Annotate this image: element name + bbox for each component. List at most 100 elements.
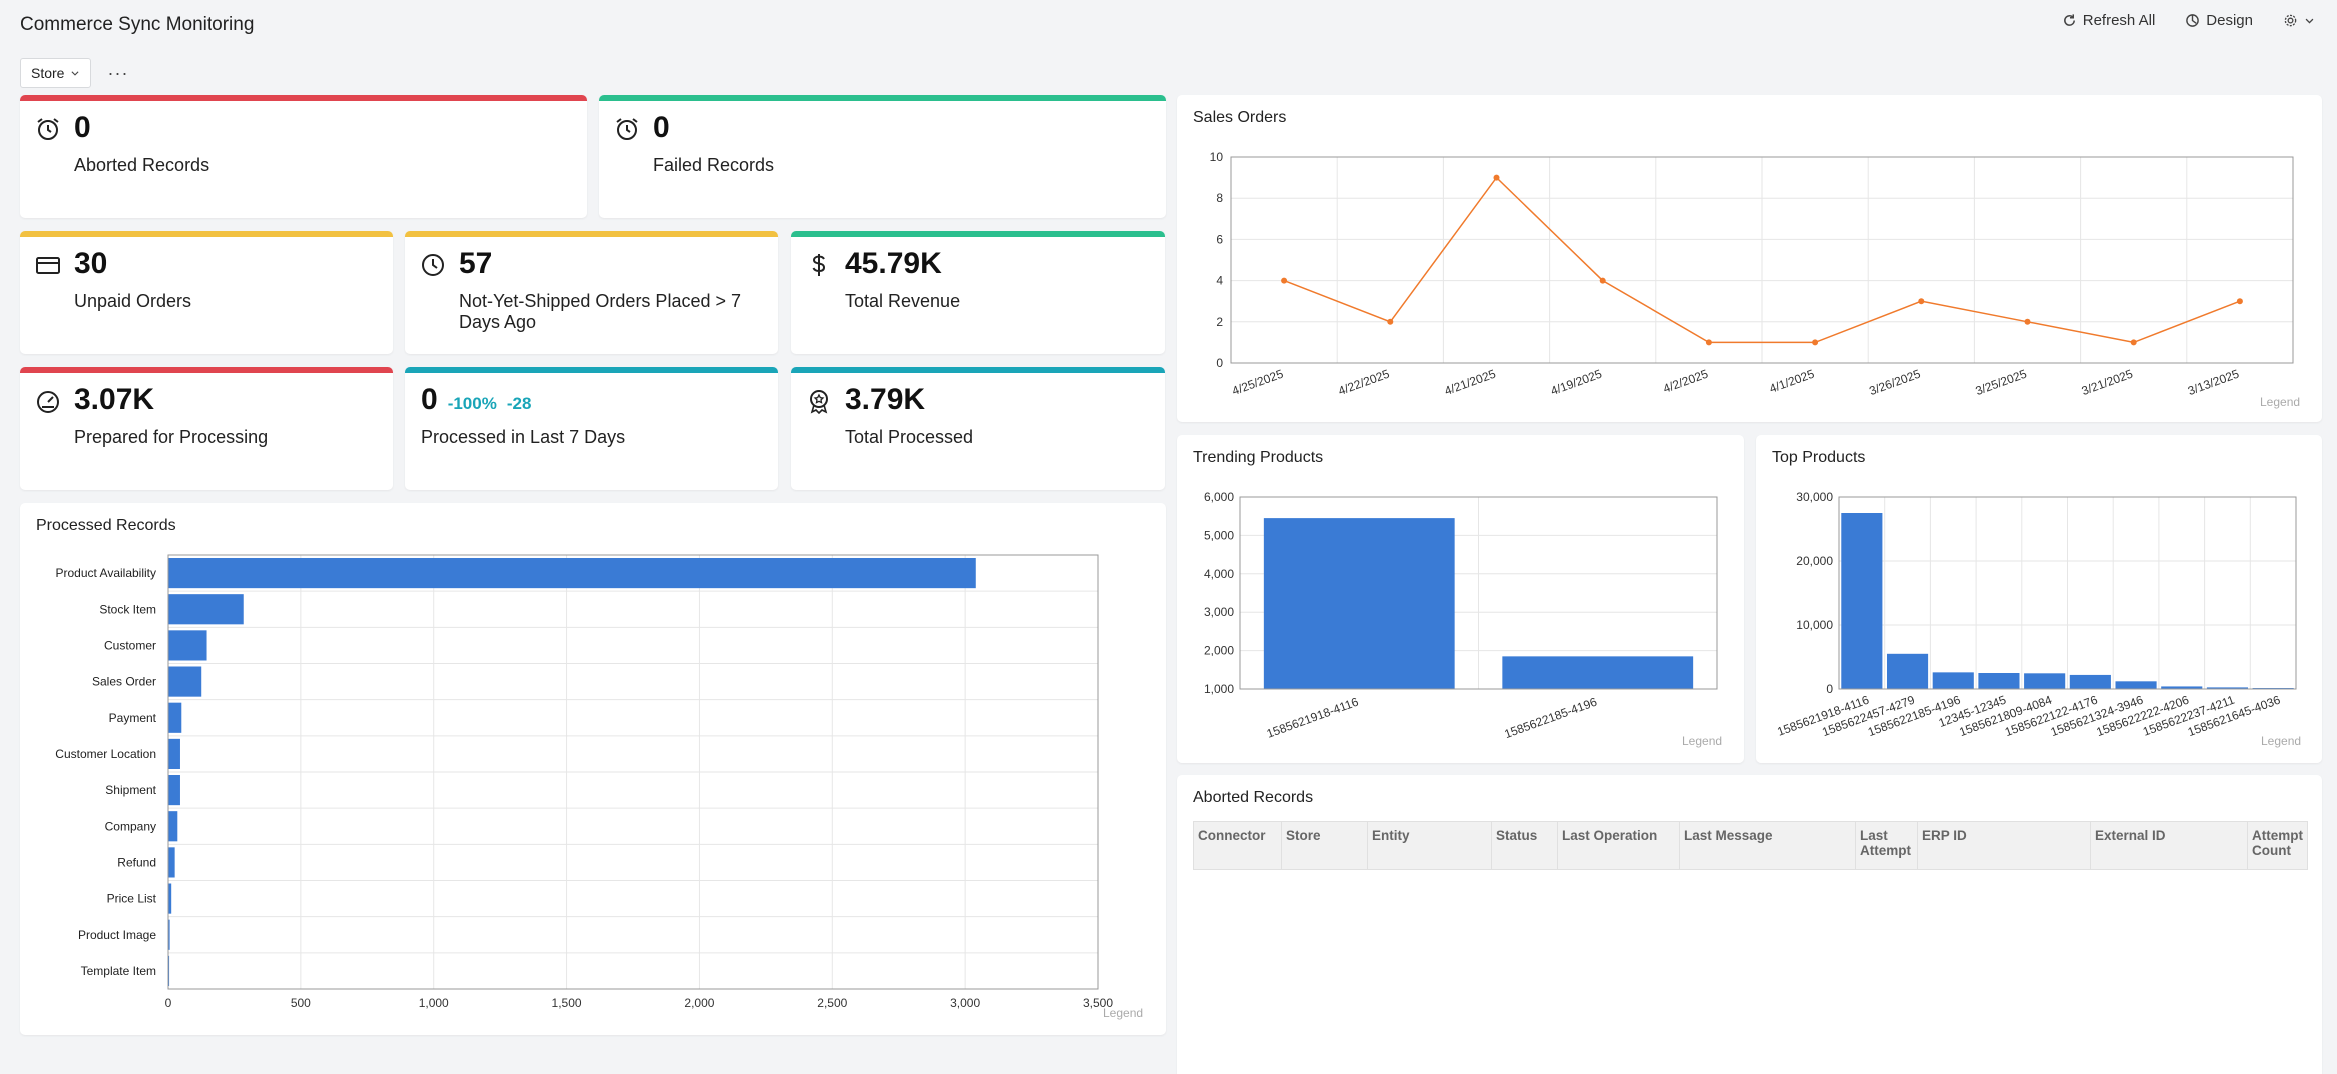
gauge-icon <box>37 391 59 413</box>
kpi-value: 3.79K <box>845 383 926 416</box>
y-tick-label: Price List <box>107 892 157 906</box>
dollar-icon <box>812 254 826 276</box>
bar <box>1841 513 1883 689</box>
data-point <box>2024 318 2031 325</box>
kpi-total-revenue[interactable]: 45.79K Total Revenue <box>791 231 1165 354</box>
x-tick-label: 3/21/2025 <box>2080 367 2135 399</box>
kpi-value: 30 <box>74 247 108 280</box>
column-header[interactable]: Last Message <box>1679 821 1856 870</box>
design-button[interactable]: Design <box>2185 12 2253 29</box>
y-tick-label: 1,000 <box>1204 682 1234 696</box>
x-tick-label: 4/2/2025 <box>1661 367 1710 396</box>
sales-orders-panel: Sales Orders 0 2 4 6 8 10 4/25/2025 4/22/2025 4/… <box>1177 95 2322 422</box>
bar <box>168 666 202 697</box>
panel-title: Top Products <box>1772 449 1866 466</box>
y-tick-label: Sales Order <box>92 675 156 689</box>
y-tick-label: 10,000 <box>1796 618 1833 632</box>
kpi-aborted-records[interactable]: 0 Aborted Records <box>20 95 587 218</box>
data-point <box>2130 339 2137 346</box>
store-filter-dropdown[interactable]: Store <box>20 58 92 88</box>
processed-records-panel: Processed Records 0 500 1,000 1,500 2,000 2,5… <box>20 503 1166 1035</box>
x-tick-label: 2,000 <box>684 996 714 1010</box>
kpi-total-processed[interactable]: 3.79K Total Processed <box>791 367 1165 490</box>
y-tick-label: 6,000 <box>1204 490 1234 504</box>
legend-toggle[interactable]: Legend <box>2261 734 2302 748</box>
kpi-color-bar <box>20 231 393 237</box>
y-tick-label: Product Availability <box>56 566 157 580</box>
column-header[interactable]: External ID <box>2090 821 2248 870</box>
kpi-label: Aborted Records <box>74 155 210 175</box>
column-header[interactable]: Last Operation <box>1557 821 1680 870</box>
bar <box>168 847 175 878</box>
y-tick-label: Product Image <box>78 928 156 942</box>
kpi-color-bar <box>20 95 587 101</box>
refresh-all-button[interactable]: Refresh All <box>2062 12 2156 29</box>
bar <box>168 630 207 661</box>
data-point <box>1599 277 1606 284</box>
data-point <box>2236 298 2243 305</box>
column-header[interactable]: Status <box>1491 821 1558 870</box>
bar <box>168 594 244 625</box>
refresh-all-label: Refresh All <box>2082 12 2156 29</box>
x-tick-label: 3,500 <box>1083 996 1113 1010</box>
sales-orders-chart: 0 2 4 6 8 10 4/25/2025 4/22/2025 4/21/2025 4/19/2… <box>1210 150 2294 399</box>
top-products-panel: Top Products 0 10,000 20,000 30,000 15856219… <box>1756 435 2322 763</box>
bar <box>168 883 172 914</box>
kpi-value: 0 <box>421 383 438 416</box>
y-tick-label: Customer <box>104 638 156 652</box>
legend-toggle[interactable]: Legend <box>1682 734 1723 748</box>
kpi-color-bar <box>20 367 393 373</box>
legend-toggle[interactable]: Legend <box>2260 395 2301 409</box>
column-header[interactable]: Entity <box>1367 821 1492 870</box>
kpi-label: Prepared for Processing <box>74 427 269 447</box>
y-tick-label: Template Item <box>81 964 156 978</box>
more-options-button[interactable]: ··· <box>107 63 129 83</box>
column-header[interactable]: Store <box>1281 821 1368 870</box>
x-tick-label: 4/1/2025 <box>1767 367 1816 396</box>
chevron-down-icon <box>2305 18 2314 24</box>
bar <box>2115 681 2157 689</box>
kpi-failed-records[interactable]: 0 Failed Records <box>599 95 1166 218</box>
kpi-unpaid-orders[interactable]: 30 Unpaid Orders <box>20 231 393 354</box>
y-tick-label: Company <box>105 819 156 833</box>
column-header[interactable]: Attempt Count <box>2247 821 2308 870</box>
x-tick-label: 1585621918-4116 <box>1265 695 1361 741</box>
bar <box>2161 686 2203 689</box>
top-bar: Commerce Sync Monitoring Refresh All Des… <box>0 0 2337 50</box>
settings-menu-button[interactable] <box>2283 13 2315 28</box>
y-tick-label: 20,000 <box>1796 554 1833 568</box>
kpi-value: 45.79K <box>845 247 942 280</box>
kpi-color-bar <box>599 95 1166 101</box>
kpi-value: 0 <box>653 111 670 144</box>
bar <box>168 955 170 986</box>
panel-title: Aborted Records <box>1193 789 1314 806</box>
y-tick-label: 10 <box>1210 150 1224 164</box>
column-header[interactable]: Last Attempt <box>1855 821 1918 870</box>
x-tick-label: 4/25/2025 <box>1230 367 1285 399</box>
x-tick-label: 4/21/2025 <box>1443 367 1498 399</box>
x-tick-label: 500 <box>291 996 311 1010</box>
legend-toggle[interactable]: Legend <box>1103 1006 1144 1020</box>
series-line <box>1283 176 2241 344</box>
design-label: Design <box>2206 12 2253 29</box>
y-tick-label: 2,000 <box>1204 644 1234 658</box>
clock-icon <box>422 254 444 276</box>
top-products-chart: 0 10,000 20,000 30,000 1585621918-4116158562… <box>1775 490 2297 739</box>
data-point <box>1918 298 1925 305</box>
data-point <box>1281 277 1288 284</box>
kpi-processed-last-7-days[interactable]: 0 -100% -28 Processed in Last 7 Days <box>405 367 778 490</box>
kpi-not-yet-shipped[interactable]: 57 Not-Yet-Shipped Orders Placed > 7 Day… <box>405 231 778 354</box>
chevron-down-icon <box>71 71 79 76</box>
y-tick-label: Stock Item <box>99 602 156 616</box>
column-header[interactable]: Connector <box>1193 821 1282 870</box>
kpi-prepared-for-processing[interactable]: 3.07K Prepared for Processing <box>20 367 393 490</box>
y-tick-label: 30,000 <box>1796 490 1833 504</box>
bar <box>168 919 170 950</box>
panel-title: Sales Orders <box>1193 109 1287 126</box>
y-tick-label: 0 <box>1826 682 1833 696</box>
bar <box>168 775 180 806</box>
kpi-label: Total Revenue <box>845 291 961 311</box>
column-header[interactable]: ERP ID <box>1917 821 2091 870</box>
table-header-row: Connector Store Entity Status Last Operation… <box>1193 821 2308 870</box>
data-point <box>1493 174 1500 181</box>
